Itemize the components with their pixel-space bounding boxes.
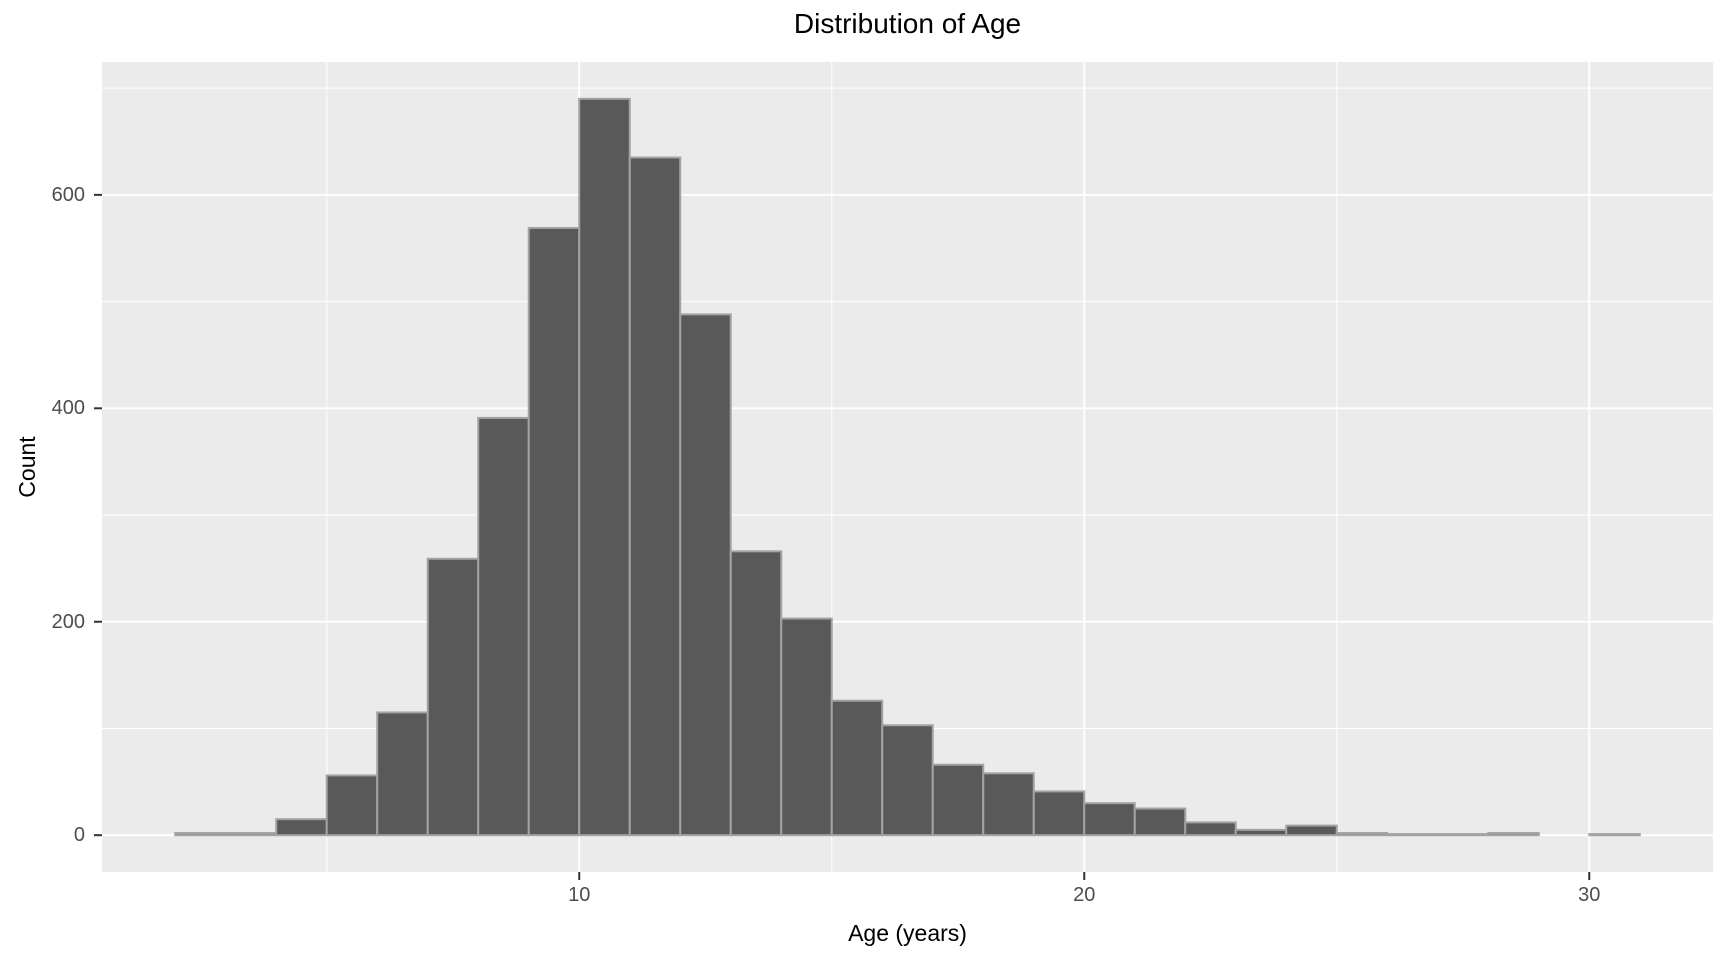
histogram-bar [426, 557, 480, 837]
x-tick-label: 10 [568, 884, 591, 906]
histogram-bar [1285, 824, 1338, 837]
y-tick-label: 400 [51, 397, 85, 420]
histogram-bar [931, 763, 985, 837]
histogram-bar [1386, 833, 1439, 837]
histogram-bar [578, 97, 631, 837]
histogram-bar [628, 156, 682, 837]
y-tick-label: 200 [51, 610, 85, 633]
histogram-bar [224, 832, 278, 837]
histogram-bar [1032, 790, 1086, 837]
histogram-bar [1487, 832, 1540, 837]
histogram-bar [376, 711, 429, 837]
histogram-bar [1083, 802, 1136, 837]
histogram-bar [780, 617, 833, 837]
histogram-bar [982, 772, 1035, 837]
histogram-bar [1335, 832, 1389, 837]
plot-title: Distribution of Age [793, 8, 1022, 39]
y-tick-label: 600 [51, 183, 85, 206]
histogram-bar [174, 832, 227, 837]
histogram-bar [830, 699, 884, 837]
histogram-bar [477, 416, 530, 837]
histogram-bar [325, 774, 379, 837]
histogram-bar [1133, 807, 1187, 837]
histogram-bar [679, 313, 732, 837]
x-tick-label: 30 [1578, 884, 1601, 906]
histogram-bar [881, 724, 934, 837]
x-axis-title: Age (years) [848, 920, 967, 946]
histogram-bar [1184, 821, 1237, 837]
x-tick-label: 20 [1073, 884, 1096, 906]
histogram-bar [729, 550, 783, 837]
histogram-bar [275, 818, 328, 837]
histogram-bar [1588, 833, 1641, 837]
histogram-bar [1234, 828, 1288, 837]
histogram-bar [1436, 833, 1490, 837]
y-tick-label: 0 [73, 824, 85, 847]
histogram-bar [527, 226, 581, 837]
